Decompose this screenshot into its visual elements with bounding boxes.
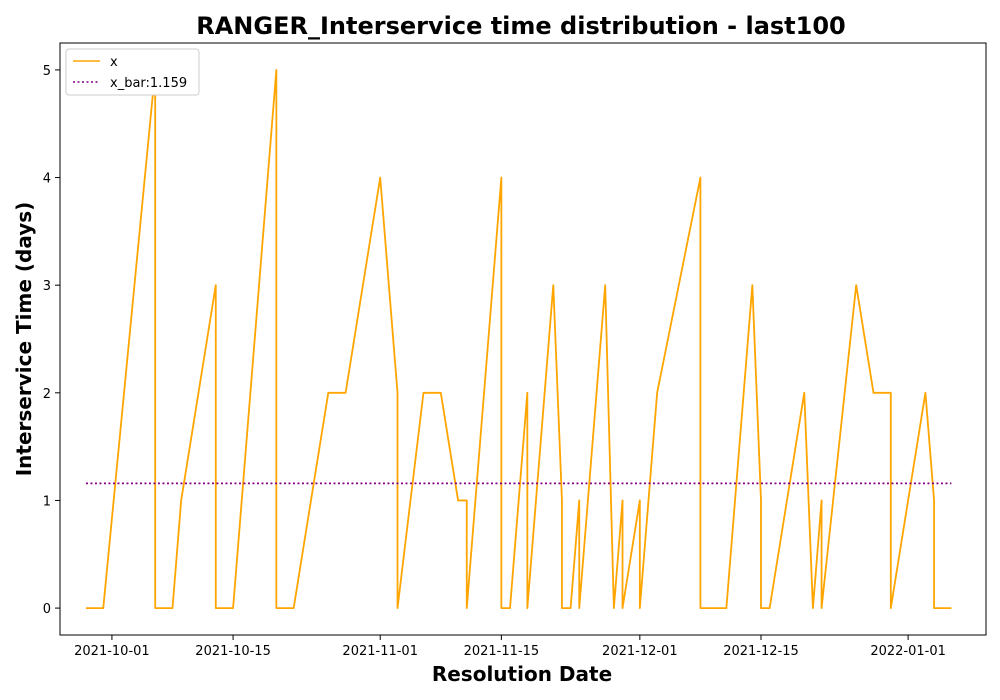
legend-label-x: x bbox=[110, 55, 118, 70]
x-tick-label: 2021-11-01 bbox=[342, 644, 418, 659]
chart-title: RANGER_Interservice time distribution - … bbox=[196, 12, 846, 40]
x-tick-label: 2021-10-15 bbox=[195, 644, 271, 659]
series-lines bbox=[85, 69, 952, 609]
x-tick-label: 2021-11-15 bbox=[464, 644, 540, 659]
y-tick-label: 2 bbox=[43, 387, 51, 402]
legend: x x_bar:1.159 bbox=[65, 48, 200, 96]
x-tick-label: 2022-01-01 bbox=[870, 644, 946, 659]
axis-ticks: 2021-10-01 2021-10-15 2021-11-01 2021-11-15… bbox=[43, 64, 946, 659]
y-tick-label: 1 bbox=[43, 494, 51, 509]
series-line-x bbox=[85, 69, 952, 609]
y-tick-label: 4 bbox=[43, 172, 51, 187]
y-tick-label: 0 bbox=[43, 602, 51, 617]
legend-label-x-bar: x_bar:1.159 bbox=[110, 76, 187, 91]
x-tick-label: 2021-12-15 bbox=[723, 644, 799, 659]
plot-area-frame bbox=[59, 42, 987, 636]
y-tick-label: 5 bbox=[43, 64, 51, 79]
y-axis-label: Interservice Time (days) bbox=[12, 202, 36, 477]
x-tick-label: 2021-10-01 bbox=[74, 644, 150, 659]
x-axis-label: Resolution Date bbox=[432, 662, 612, 686]
x-tick-label: 2021-12-01 bbox=[602, 644, 678, 659]
y-tick-label: 3 bbox=[43, 279, 51, 294]
